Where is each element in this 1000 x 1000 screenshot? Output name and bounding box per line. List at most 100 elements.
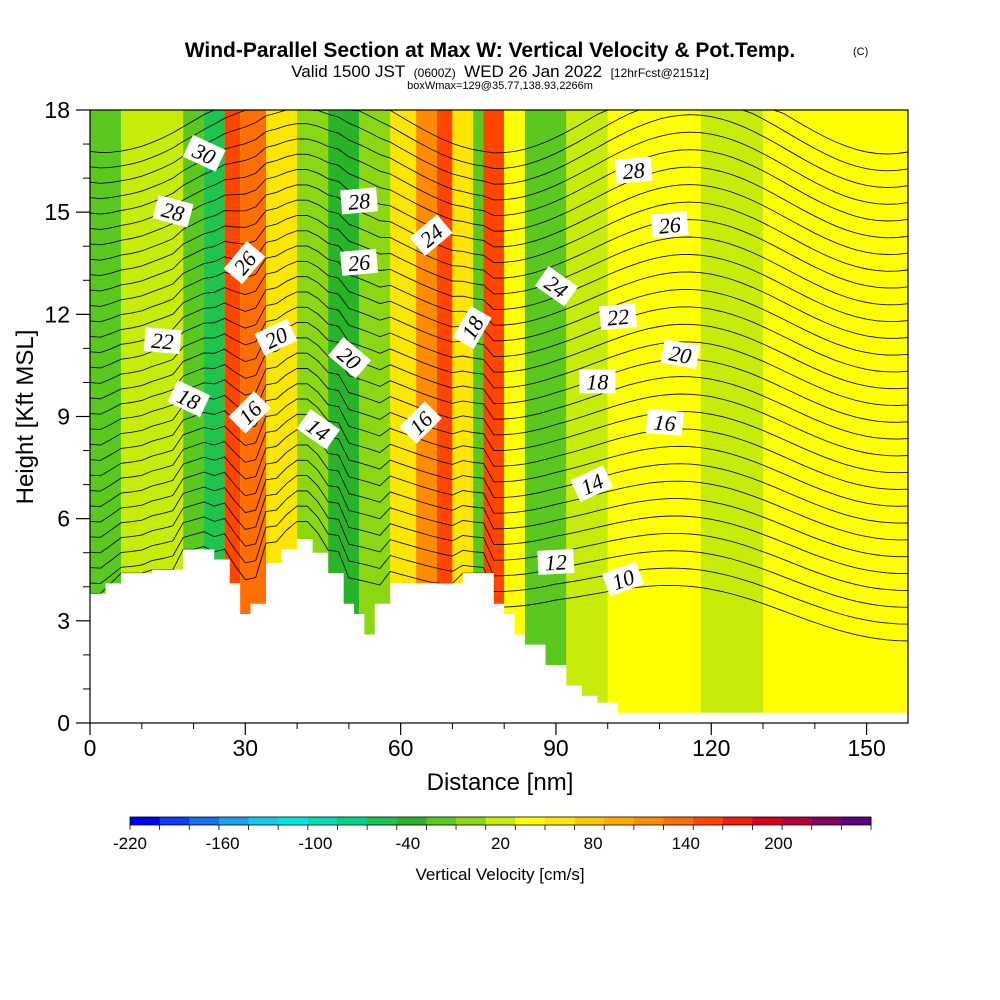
isentrope-line — [89, 153, 909, 239]
isentrope-line — [89, 230, 909, 323]
contour-label-box — [409, 214, 453, 256]
isentrope-line — [89, 184, 909, 272]
isentrope-line — [89, 123, 909, 205]
isentrope-line — [89, 109, 909, 172]
velocity-band — [700, 110, 764, 723]
contour-label-text: 22 — [606, 304, 630, 331]
colorbar-swatch — [248, 817, 279, 825]
contour-label-box — [296, 409, 341, 450]
colorbar-swatch — [307, 817, 338, 825]
colorbar-tick-label: 200 — [764, 834, 792, 853]
contour-label-box — [614, 156, 653, 184]
y-tick-label: 3 — [57, 608, 70, 634]
contour-label-text: 18 — [586, 369, 608, 394]
valid-zulu: (0600Z) — [414, 66, 456, 80]
contour-label-box — [152, 194, 194, 228]
colorbar-swatch — [752, 817, 783, 825]
isentrope-line — [89, 169, 909, 255]
isentrope-line — [89, 398, 909, 507]
colorbar-tick-label: -40 — [396, 834, 421, 853]
contour-label: 22 — [599, 303, 637, 331]
contour-label-box — [328, 337, 372, 379]
contour-label: 28 — [340, 187, 379, 215]
isentrope-line — [89, 138, 909, 222]
isentrope-line — [89, 276, 909, 373]
contour-label: 20 — [660, 339, 701, 370]
isentrope-line — [89, 505, 909, 625]
forecast-info: [12hrFcst@2151z] — [611, 66, 709, 80]
contour-label-box — [599, 303, 637, 331]
contour-label: 28 — [152, 194, 194, 228]
x-tick-label: 30 — [233, 735, 259, 761]
colorbar-tick-label: 20 — [491, 834, 510, 853]
colorbar-swatch — [722, 817, 753, 825]
y-tick-label: 18 — [44, 97, 70, 123]
colorbar-swatch — [337, 817, 368, 825]
isentrope-line — [89, 444, 908, 558]
colorbar-tick-label: 80 — [584, 834, 603, 853]
colorbar-swatch — [218, 817, 249, 825]
contour-label: 16 — [645, 408, 684, 436]
isentrope-line — [89, 322, 909, 423]
x-tick-label: 60 — [388, 735, 414, 761]
contour-label-text: 26 — [658, 212, 682, 239]
contour-label-box — [340, 187, 379, 215]
x-axis-title: Distance [nm] — [427, 769, 574, 796]
y-axis-title: Height [Kft MSL] — [12, 330, 39, 505]
colorbar-swatch — [485, 817, 516, 825]
contour-label-box — [223, 241, 266, 285]
velocity-band — [483, 110, 505, 723]
contour-label-box — [254, 318, 298, 356]
colorbar-swatch — [841, 817, 872, 825]
colorbar-swatch — [633, 817, 664, 825]
contour-label: 26 — [340, 248, 379, 276]
chart-title: Wind-Parallel Section at Max W: Vertical… — [185, 39, 796, 62]
contour-label: 26 — [650, 211, 689, 239]
y-tick-label: 9 — [57, 404, 70, 430]
contour-label-box — [660, 339, 701, 370]
colorbar-swatch — [544, 817, 575, 825]
colorbar-swatch — [663, 817, 694, 825]
contour-label-box — [537, 548, 575, 575]
velocity-band — [473, 110, 484, 723]
valid-prefix: Valid 1500 JST — [291, 62, 405, 81]
potential-temperature-contours — [89, 109, 909, 642]
y-tick-label: 6 — [57, 506, 70, 532]
velocity-band — [524, 110, 567, 723]
colorbar: -220 -160 -100 -40 20 80 140 200 — [113, 816, 872, 853]
terrain-shape — [90, 539, 908, 723]
isentrope-line — [89, 459, 908, 574]
contour-label-text: 16 — [653, 409, 677, 436]
colorbar-swatch — [574, 817, 605, 825]
contour-label-text: 12 — [544, 549, 567, 575]
colorbar-tick-label: 140 — [672, 834, 700, 853]
isentrope-line — [89, 490, 909, 608]
isentrope-line — [89, 306, 909, 406]
colorbar-title: Vertical Velocity [cm/s] — [415, 865, 584, 884]
contour-labels: 3028221826201614282620241816242826222018… — [143, 134, 701, 597]
colorbar-tick-label: -160 — [206, 834, 240, 853]
isentrope-line — [89, 260, 909, 356]
velocity-band — [763, 110, 908, 723]
colorbar-tick-label: -100 — [298, 834, 332, 853]
contour-label-box — [601, 561, 644, 597]
box-info: boxWmax=129@35.77,138.93,2266m — [407, 80, 593, 92]
colorbar-swatch — [130, 817, 161, 825]
isentrope-line — [89, 214, 909, 306]
contour-label: 12 — [537, 548, 575, 575]
isentrope-line — [89, 245, 909, 339]
isentrope-line — [89, 291, 909, 390]
contour-label-box — [452, 305, 492, 350]
isentrope-line — [89, 352, 909, 457]
colorbar-swatch — [396, 817, 427, 825]
isentrope-line — [89, 429, 909, 541]
contour-label: 16 — [399, 401, 442, 444]
colorbar-swatch — [367, 817, 398, 825]
colorbar-tick-label: -220 — [113, 834, 147, 853]
colorbar-swatch — [159, 817, 190, 825]
contour-label: 22 — [143, 327, 182, 355]
valid-date: WED 26 Jan 2022 — [464, 62, 602, 81]
contour-label-box — [228, 391, 272, 434]
contour-label-text: 26 — [347, 249, 371, 276]
colorbar-frame — [129, 816, 872, 826]
